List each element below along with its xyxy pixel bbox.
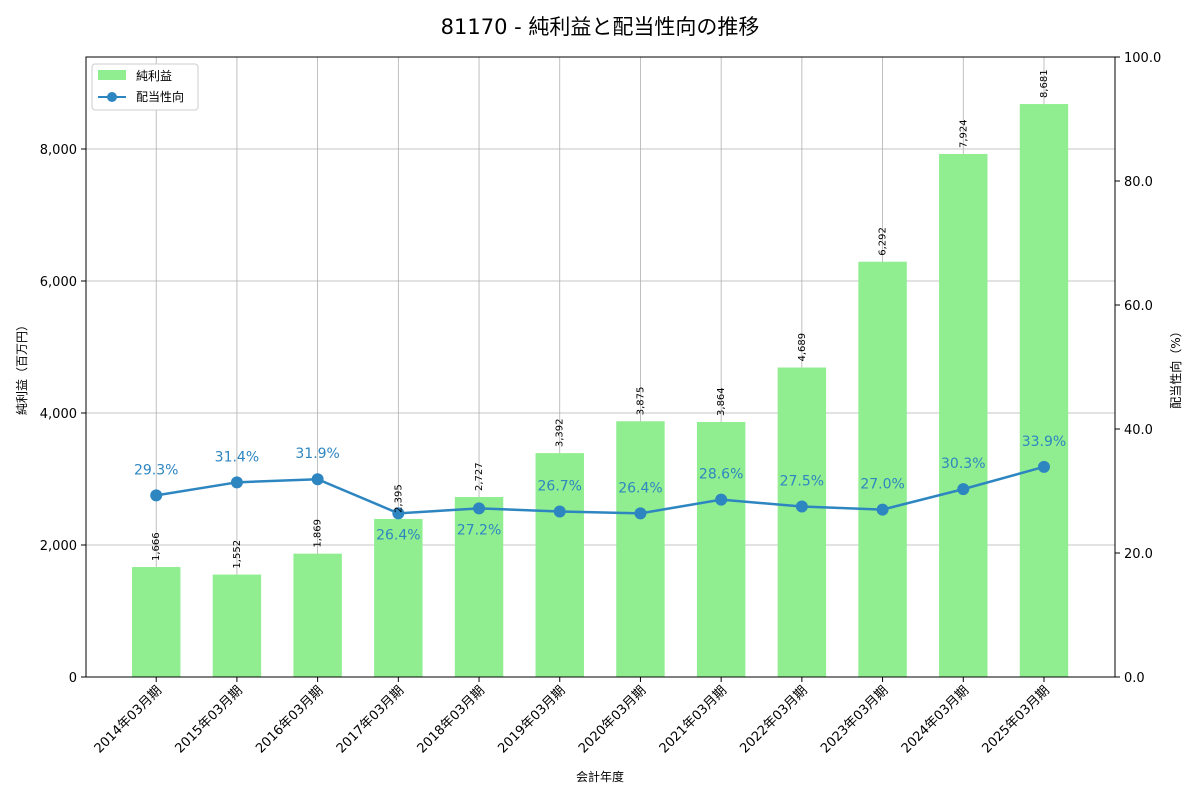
- x-tick-label: 2018年03月期: [415, 683, 488, 756]
- legend-line-label: 配当性向: [136, 89, 184, 104]
- y-tick-label: 6,000: [40, 275, 77, 290]
- bar-value-label: 2,727: [474, 462, 485, 491]
- payout-marker: [876, 503, 889, 516]
- payout-value-label: 27.2%: [457, 522, 501, 538]
- payout-value-label: 26.4%: [618, 480, 662, 496]
- bar-value-label: 6,292: [878, 227, 889, 256]
- bar: [374, 518, 423, 677]
- bar-value-label: 1,552: [232, 540, 243, 569]
- y2-tick-label: 80.0: [1124, 175, 1153, 190]
- payout-value-label: 27.5%: [780, 474, 824, 490]
- bar: [454, 497, 504, 677]
- bar-value-label: 4,689: [797, 333, 808, 362]
- payout-marker: [230, 476, 243, 489]
- y-axis-label: 純利益（百万円）: [15, 319, 29, 415]
- bar-value-label: 8,681: [1039, 69, 1050, 98]
- y2-tick-label: 20.0: [1124, 547, 1153, 562]
- y2-tick-label: 100.0: [1124, 51, 1161, 66]
- bar: [535, 453, 584, 677]
- bar: [939, 154, 988, 677]
- legend-line-marker: [107, 92, 117, 102]
- payout-value-label: 29.3%: [134, 462, 178, 478]
- bar: [777, 367, 827, 677]
- x-tick-label: 2021年03月期: [657, 683, 730, 756]
- payout-value-label: 31.4%: [215, 449, 259, 465]
- payout-value-label: 28.6%: [699, 467, 743, 483]
- x-axis-label: 会計年度: [576, 769, 624, 784]
- bar-value-label: 2,395: [393, 484, 404, 513]
- y2-tick-label: 40.0: [1124, 423, 1153, 438]
- x-tick-label: 2020年03月期: [576, 683, 649, 756]
- y2-tick-label: 60.0: [1124, 299, 1153, 314]
- x-tick-label: 2017年03月期: [334, 683, 407, 756]
- payout-marker: [150, 489, 163, 502]
- payout-value-label: 27.0%: [860, 477, 904, 493]
- bar-value-label: 3,392: [555, 418, 566, 447]
- y-tick-label: 8,000: [40, 143, 77, 158]
- chart-title: 81170 - 純利益と配当性向の推移: [441, 15, 760, 39]
- payout-value-label: 30.3%: [941, 456, 985, 472]
- bar-value-label: 3,875: [635, 387, 646, 416]
- payout-value-label: 26.7%: [538, 478, 582, 494]
- legend: 純利益 配当性向: [91, 63, 199, 111]
- payout-line: [156, 465, 1045, 515]
- legend-bar-swatch: [98, 70, 126, 80]
- y-tick-label: 4,000: [40, 407, 77, 422]
- y2-tick-label: 0.0: [1124, 671, 1145, 686]
- payout-marker: [392, 507, 405, 520]
- payout-marker: [957, 483, 970, 496]
- x-tick-label: 2025年03月期: [980, 683, 1053, 756]
- payout-marker: [553, 505, 566, 518]
- x-tick-label: 2024年03月期: [899, 683, 972, 756]
- payout-marker: [311, 473, 324, 486]
- bar: [132, 567, 181, 677]
- payout-marker: [715, 493, 728, 506]
- bar-value-label: 7,924: [958, 119, 969, 148]
- payout-value-label: 33.9%: [1022, 434, 1066, 450]
- x-tick-label: 2019年03月期: [495, 683, 568, 756]
- bar: [212, 574, 262, 677]
- payout-marker: [1037, 460, 1050, 473]
- bar-value-label: 1,869: [313, 519, 324, 548]
- bar: [1019, 104, 1069, 678]
- bar: [293, 553, 342, 677]
- x-tick-label: 2022年03月期: [737, 683, 810, 756]
- payout-marker: [634, 507, 647, 520]
- payout-value-label: 26.4%: [376, 527, 420, 543]
- legend-bar-label: 純利益: [136, 69, 172, 83]
- bar: [616, 421, 665, 677]
- x-tick-label: 2014年03月期: [92, 683, 165, 756]
- plot-frame: [85, 56, 1116, 678]
- x-tick-label: 2016年03月期: [253, 683, 326, 756]
- bar: [858, 261, 907, 677]
- payout-value-label: 31.9%: [295, 446, 339, 462]
- y-tick-label: 0: [69, 671, 77, 686]
- payout-marker: [795, 500, 808, 513]
- bar-value-label: 3,864: [716, 387, 727, 416]
- payout-marker: [473, 502, 486, 515]
- y-tick-label: 2,000: [40, 539, 77, 554]
- bar: [696, 421, 746, 677]
- x-tick-label: 2023年03月期: [818, 683, 891, 756]
- bar-value-label: 1,666: [151, 532, 162, 561]
- y2-axis-label: 配当性向（%）: [1168, 325, 1183, 408]
- x-tick-label: 2015年03月期: [172, 683, 245, 756]
